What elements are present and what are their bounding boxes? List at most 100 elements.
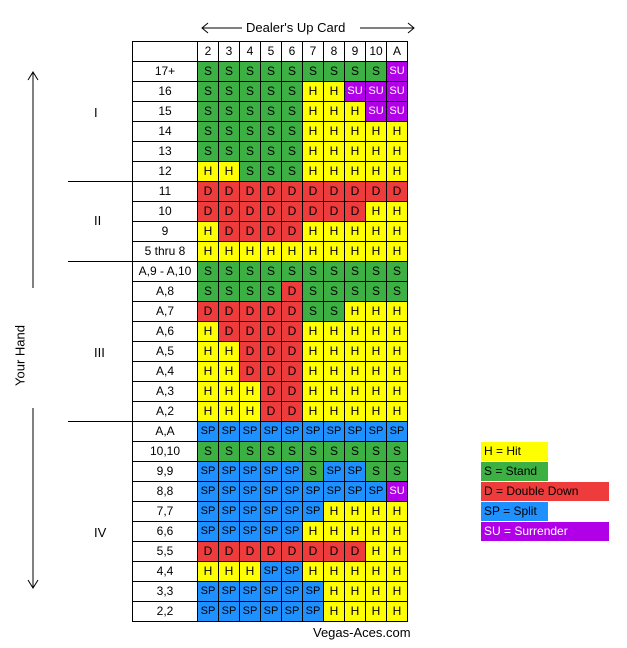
- hand-row: 13 S S S S S H H H H H: [132, 141, 408, 162]
- action-cell: SP: [260, 521, 282, 542]
- dealer-card-header: 9: [344, 41, 366, 62]
- dealer-up-card-title: Dealer's Up Card: [246, 20, 346, 35]
- action-cell: D: [323, 201, 345, 222]
- action-cell: S: [344, 261, 366, 282]
- action-cell: S: [260, 281, 282, 302]
- action-cell: S: [218, 141, 240, 162]
- hand-label: A,5: [132, 341, 198, 362]
- action-cell: H: [302, 241, 324, 262]
- hand-label: 7,7: [132, 501, 198, 522]
- action-cell: H: [386, 121, 408, 142]
- action-cell: S: [197, 281, 219, 302]
- action-cell: D: [344, 181, 366, 202]
- action-cell: H: [344, 341, 366, 362]
- action-cell: S: [218, 261, 240, 282]
- action-cell: SP: [281, 601, 303, 622]
- action-cell: H: [386, 341, 408, 362]
- action-cell: SP: [197, 461, 219, 482]
- action-cell: SP: [281, 521, 303, 542]
- action-cell: S: [260, 61, 282, 82]
- action-cell: H: [386, 401, 408, 422]
- action-cell: D: [260, 361, 282, 382]
- hand-label: 11: [132, 181, 198, 202]
- action-cell: H: [197, 401, 219, 422]
- action-cell: H: [302, 361, 324, 382]
- action-cell: H: [344, 401, 366, 422]
- hand-row: 12 H H S S S H H H H H: [132, 161, 408, 182]
- action-cell: H: [344, 381, 366, 402]
- action-cell: SP: [239, 421, 261, 442]
- action-cell: H: [365, 221, 387, 242]
- hand-label: 9,9: [132, 461, 198, 482]
- action-cell: S: [386, 261, 408, 282]
- action-cell: SP: [281, 481, 303, 502]
- action-cell: S: [386, 441, 408, 462]
- action-cell: SP: [260, 561, 282, 582]
- action-cell: S: [239, 281, 261, 302]
- action-cell: S: [281, 81, 303, 102]
- action-cell: S: [239, 441, 261, 462]
- action-cell: H: [218, 241, 240, 262]
- action-cell: D: [218, 321, 240, 342]
- action-cell: S: [260, 441, 282, 462]
- hand-label: 17+: [132, 61, 198, 82]
- action-cell: SP: [197, 421, 219, 442]
- action-cell: SP: [281, 421, 303, 442]
- hand-row: 3,3 SP SP SP SP SP SP H H H H: [132, 581, 408, 602]
- action-cell: D: [281, 361, 303, 382]
- action-cell: H: [344, 221, 366, 242]
- action-cell: H: [344, 321, 366, 342]
- action-cell: H: [386, 521, 408, 542]
- action-cell: H: [386, 321, 408, 342]
- action-cell: S: [239, 61, 261, 82]
- legend-item-sp: SP = Split: [481, 502, 548, 521]
- action-cell: H: [302, 221, 324, 242]
- action-cell: SP: [239, 461, 261, 482]
- action-cell: D: [302, 541, 324, 562]
- action-cell: H: [323, 521, 345, 542]
- action-cell: D: [281, 201, 303, 222]
- action-cell: H: [323, 581, 345, 602]
- action-cell: H: [386, 501, 408, 522]
- action-cell: H: [239, 241, 261, 262]
- action-cell: SP: [197, 521, 219, 542]
- action-cell: H: [323, 341, 345, 362]
- action-cell: D: [302, 201, 324, 222]
- action-cell: H: [302, 141, 324, 162]
- action-cell: S: [302, 441, 324, 462]
- action-cell: SP: [197, 601, 219, 622]
- action-cell: H: [386, 381, 408, 402]
- action-cell: SP: [218, 481, 240, 502]
- your-hand-label: Your Hand: [12, 325, 28, 386]
- action-cell: S: [302, 261, 324, 282]
- action-cell: S: [260, 101, 282, 122]
- action-cell: S: [344, 441, 366, 462]
- action-cell: SP: [260, 501, 282, 522]
- hand-label: A,4: [132, 361, 198, 382]
- action-cell: S: [260, 261, 282, 282]
- action-cell: H: [323, 121, 345, 142]
- action-cell: S: [302, 461, 324, 482]
- group-separator: [68, 261, 132, 262]
- action-cell: D: [260, 341, 282, 362]
- action-cell: H: [386, 161, 408, 182]
- action-cell: SP: [260, 601, 282, 622]
- hand-label: 12: [132, 161, 198, 182]
- action-cell: S: [386, 281, 408, 302]
- group-label-ii: II: [94, 213, 102, 228]
- action-cell: S: [365, 261, 387, 282]
- action-cell: S: [344, 281, 366, 302]
- hand-label: A,6: [132, 321, 198, 342]
- action-cell: H: [218, 381, 240, 402]
- action-cell: H: [365, 521, 387, 542]
- hand-row: A,2 H H H D D H H H H H: [132, 401, 408, 422]
- action-cell: H: [239, 401, 261, 422]
- action-cell: H: [365, 361, 387, 382]
- action-cell: S: [386, 461, 408, 482]
- corner-cell: [132, 41, 198, 62]
- hand-label: 5,5: [132, 541, 198, 562]
- action-cell: H: [302, 101, 324, 122]
- action-cell: H: [302, 521, 324, 542]
